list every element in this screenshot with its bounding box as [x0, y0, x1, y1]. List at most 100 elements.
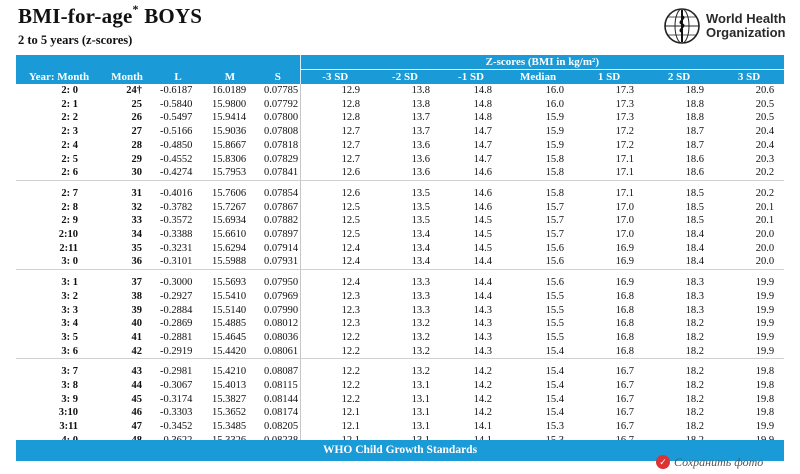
table-cell: 16.8 — [615, 304, 635, 316]
table-cell: 20.2 — [755, 187, 775, 199]
table-cell: 13.3 — [411, 277, 431, 289]
table-cell: -0.4850 — [160, 139, 193, 151]
watermark: ✓ Сохранить фото — [656, 452, 763, 472]
table-cell: 16.7 — [615, 393, 635, 405]
table-cell: 15.5988 — [204, 255, 256, 271]
table-cell: 16.0 — [545, 98, 565, 110]
table-cell: 3: 4 — [61, 318, 78, 330]
table-cell: 13.6 — [370, 166, 441, 181]
table-cell: 38 — [131, 290, 143, 302]
table-cell: 14.6 — [473, 201, 493, 213]
table-cell: 0.07969 — [256, 289, 301, 304]
spacer-cell — [256, 358, 301, 366]
table-cell: 0.08087 — [256, 365, 301, 380]
table-cell: -0.3000 — [160, 277, 193, 289]
table-cell: 18.2 — [685, 421, 705, 433]
table-cell: 19.9 — [755, 318, 775, 330]
table-cell: 0.07829 — [256, 152, 301, 167]
table-cell: 16.7 — [615, 421, 635, 433]
table-cell: 40 — [131, 318, 143, 330]
title-suffix: BOYS — [144, 4, 203, 28]
header-row-caption: Z-scores (BMI in kg/m²) — [16, 55, 785, 70]
table-cell: 12.6 — [300, 166, 371, 181]
table-cell: 15.5 — [545, 290, 565, 302]
table-cell: 15.8667 — [212, 139, 247, 151]
table-cell: 35 — [131, 242, 143, 254]
table-cell: 17.0 — [615, 215, 635, 227]
table-cell: 0.07854 — [256, 186, 301, 201]
table-cell: 47 — [131, 421, 143, 433]
table-cell: 41 — [131, 331, 143, 343]
table-cell: 14.8 — [473, 112, 493, 124]
table-cell: 18.2 — [644, 344, 715, 360]
table-cell: 15.7953 — [204, 166, 256, 181]
table-cell: 14.4 — [473, 290, 493, 302]
table-row: 2: 8 32 -0.3782 15.7267 0.07867 12.5 13.5 14.6 1… — [16, 200, 784, 215]
table-row: 3: 7 43 -0.2981 15.4210 0.08087 12.2 13.2 14.2 1… — [16, 365, 784, 380]
table-cell: 13.8 — [411, 85, 431, 96]
table-cell: 42 — [102, 344, 152, 360]
table-cell: 15.5140 — [212, 304, 247, 316]
table-cell: 3:10 — [58, 407, 78, 419]
table-cell: 15.5693 — [212, 277, 247, 289]
table-row: 3: 2 38 -0.2927 15.5410 0.07969 12.3 13.3 14.4 1… — [16, 289, 784, 304]
table-cell: 14.7 — [473, 126, 493, 138]
table-cell: 19.9 — [755, 290, 775, 302]
table-cell: 16.7 — [615, 380, 635, 392]
table-cell: 13.5 — [411, 215, 431, 227]
table-cell: 17.1 — [574, 166, 645, 181]
table-cell: 14.8 — [473, 98, 493, 110]
table-cell: -0.5840 — [160, 98, 193, 110]
table-cell: -0.4274 — [152, 166, 204, 181]
page-subtitle: 2 to 5 years (z-scores) — [18, 33, 133, 47]
table-cell: 15.8 — [545, 153, 565, 165]
table-cell: 17.2 — [615, 126, 635, 138]
table-cell: 17.0 — [615, 201, 635, 213]
table-row: 3: 0 36 -0.3101 15.5988 0.07931 12.4 13.4 14.4 1… — [16, 255, 785, 271]
table-cell: 0.07808 — [256, 125, 301, 139]
table-cell: 15.4210 — [212, 366, 247, 378]
table-cell: 18.4 — [644, 255, 715, 271]
table-cell: 14.2 — [473, 407, 493, 419]
table-cell: 2: 1 — [61, 98, 78, 110]
table-cell: 15.9 — [545, 139, 565, 151]
table-cell: 18.5 — [685, 187, 705, 199]
table-cell: 20.4 — [755, 126, 775, 138]
table-cell: 18.4 — [685, 229, 705, 241]
table-cell: 18.3 — [685, 304, 705, 316]
table-cell: -0.2981 — [160, 366, 193, 378]
table-cell: 0.07867 — [256, 200, 301, 215]
column-header: Month — [102, 69, 152, 84]
table-cell: 12.8 — [341, 98, 361, 110]
table-cell: 14.5 — [473, 229, 493, 241]
table-cell: 15.6294 — [212, 242, 247, 254]
table-cell: 13.4 — [370, 255, 441, 271]
table-cell: 15.4885 — [212, 318, 247, 330]
table-cell: 15.7 — [545, 215, 565, 227]
column-header: 3 SD — [714, 69, 785, 84]
table-cell: 15.4645 — [212, 331, 247, 343]
table-cell: 37 — [131, 277, 143, 289]
table-cell: 3:11 — [59, 421, 78, 433]
table-cell: 15.5 — [545, 304, 565, 316]
table-cell: 15.8 — [545, 187, 565, 199]
table-cell: 15.9 — [545, 126, 565, 138]
table-cell: 3: 6 — [16, 344, 102, 360]
table-cell: 46 — [131, 407, 143, 419]
table-cell: 17.3 — [615, 112, 635, 124]
table-cell: 20.1 — [755, 201, 775, 213]
table-cell: 30 — [102, 166, 152, 181]
column-header: S — [256, 69, 301, 84]
table-cell: 17.1 — [615, 153, 635, 165]
table-cell: 28 — [131, 139, 143, 151]
table-cell: -0.2869 — [160, 318, 193, 330]
table-cell: 18.2 — [685, 331, 705, 343]
table-cell: 20.0 — [755, 229, 775, 241]
table-cell: 0.08012 — [256, 317, 301, 331]
table-row: 2: 4 28 -0.4850 15.8667 0.07818 12.7 13.6 14.7 1… — [16, 138, 784, 153]
table-cell: -0.2881 — [160, 331, 193, 343]
table-cell: 12.5 — [341, 201, 361, 213]
table-cell: 13.1 — [411, 393, 431, 405]
table-row: 2: 0 24† -0.6187 16.0189 0.07785 12.9 13.8 14.8… — [16, 84, 784, 98]
table-cell: 15.3827 — [212, 393, 247, 405]
